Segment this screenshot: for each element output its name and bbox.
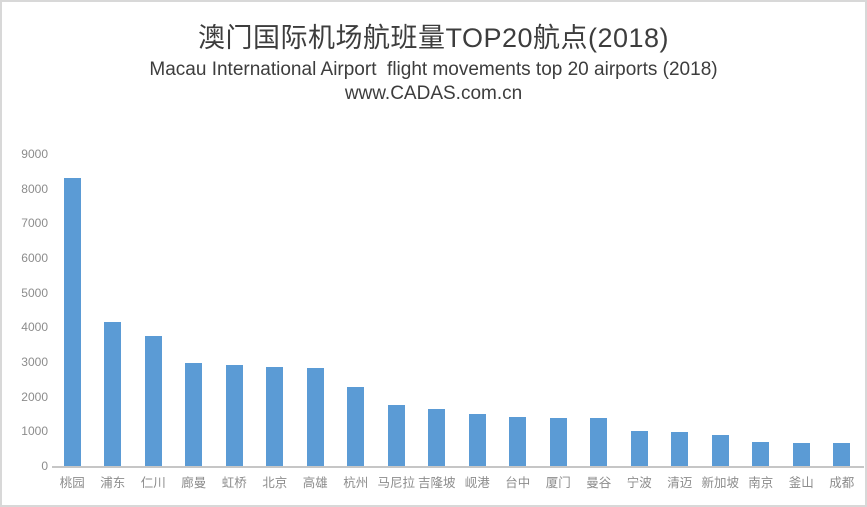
- x-axis-tick-label: 仁川: [140, 476, 166, 490]
- watermark-url: www.CADAS.com.cn: [344, 83, 523, 104]
- chart-subtitle: Macau International Airport flight movem…: [149, 59, 718, 80]
- bar-釜山: [792, 443, 810, 466]
- x-axis-tick-label: 釜山: [788, 476, 814, 490]
- y-axis-tick-label: 5000: [21, 285, 48, 300]
- bar-桃园: [63, 178, 81, 466]
- x-axis-line: [52, 466, 864, 468]
- y-axis-tick-label: 7000: [21, 216, 48, 231]
- y-axis-tick-label: 0: [41, 459, 48, 473]
- chart-title: 澳门国际机场航班量TOP20航点(2018): [197, 23, 670, 53]
- bar-仁川: [144, 336, 162, 466]
- y-axis-tick-label: 4000: [21, 320, 48, 335]
- x-axis-tick-label: 桃园: [59, 476, 85, 490]
- x-axis-tick-label: 厦门: [545, 476, 571, 490]
- x-axis-tick-label: 廊曼: [181, 476, 207, 490]
- y-axis-tick-label: 3000: [21, 355, 48, 369]
- bar-马尼拉: [387, 405, 405, 466]
- bar-台中: [509, 417, 527, 466]
- bar-廊曼: [185, 363, 203, 466]
- bar-北京: [266, 367, 284, 466]
- x-axis-tick-label: 杭州: [343, 476, 369, 490]
- x-axis-tick-label: 北京: [262, 476, 288, 490]
- bar-曼谷: [590, 418, 608, 466]
- y-axis-tick-label: 6000: [21, 251, 48, 265]
- bar-杭州: [347, 387, 365, 466]
- x-axis-tick-label: 宁波: [626, 476, 652, 490]
- bar-清迈: [671, 432, 689, 466]
- x-axis-tick-label: 曼谷: [586, 476, 612, 490]
- x-axis-tick-label: 清迈: [667, 476, 693, 490]
- bar-吉隆坡: [428, 409, 446, 466]
- bar-成都: [833, 443, 851, 466]
- x-axis-tick-label: 台中: [505, 476, 531, 490]
- x-axis-tick-label: 成都: [829, 476, 855, 490]
- bar-虹桥: [225, 365, 243, 466]
- bar-岘港: [468, 414, 486, 466]
- y-axis-tick-label: 8000: [21, 181, 48, 196]
- bar-浦东: [104, 322, 122, 466]
- y-axis-tick-label: 2000: [21, 389, 48, 404]
- chart-title-block: 澳门国际机场航班量TOP20航点(2018) Macau Internation…: [2, 22, 865, 106]
- x-axis-tick-label: 虹桥: [221, 476, 247, 490]
- bar-新加坡: [711, 435, 729, 466]
- bar-宁波: [630, 431, 648, 466]
- bar-厦门: [549, 418, 567, 466]
- bar-南京: [752, 442, 770, 466]
- x-axis-tick-label: 浦东: [100, 476, 126, 490]
- x-axis-tick-label: 马尼拉: [377, 476, 415, 490]
- x-axis-tick-label: 新加坡: [701, 476, 739, 490]
- x-axis-tick-label: 南京: [748, 476, 774, 490]
- x-axis-tick-label: 岘港: [464, 476, 490, 490]
- x-axis-tick-label: 吉隆坡: [417, 476, 456, 490]
- y-axis-tick-label: 9000: [21, 147, 48, 161]
- bar-高雄: [306, 368, 324, 466]
- x-axis-tick-label: 高雄: [302, 476, 328, 490]
- y-axis-tick-label: 1000: [21, 424, 48, 439]
